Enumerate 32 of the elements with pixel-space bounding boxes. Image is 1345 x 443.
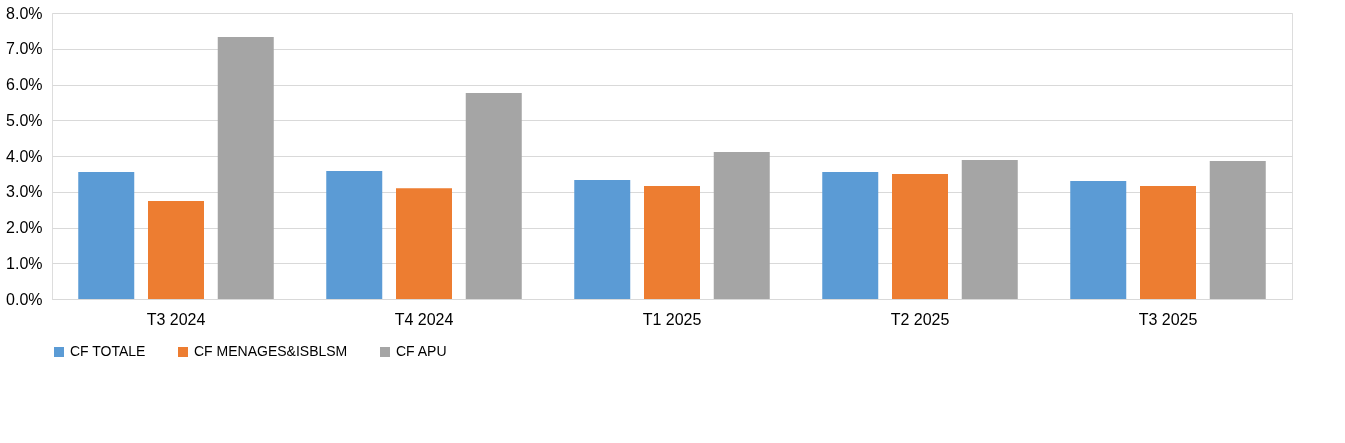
- bar: [644, 186, 700, 299]
- bar: [78, 172, 135, 299]
- y-tick-label: 5.0%: [6, 111, 43, 129]
- bar: [1070, 181, 1127, 299]
- bar: [574, 179, 631, 299]
- bar: [1209, 161, 1266, 299]
- x-tick-label: T4 2024: [394, 310, 454, 328]
- bar: [892, 173, 948, 299]
- bar: [396, 188, 452, 299]
- y-tick-label: 3.0%: [6, 183, 43, 201]
- y-tick-label: 1.0%: [6, 254, 43, 272]
- y-tick-label: 0.0%: [6, 290, 43, 308]
- y-tick-label: 2.0%: [6, 219, 43, 236]
- bar: [713, 152, 770, 299]
- x-tick-label: T1 2025: [642, 310, 702, 328]
- bar: [961, 159, 1018, 299]
- y-tick-label: 8.0%: [6, 4, 43, 22]
- bar: [217, 36, 274, 299]
- bar: [326, 171, 383, 299]
- legend-label: CF MENAGES&ISBLSM: [194, 343, 348, 359]
- legend-label: CF APU: [396, 343, 447, 359]
- bar: [465, 93, 522, 299]
- bar: [148, 201, 204, 299]
- bar: [1140, 186, 1196, 299]
- y-tick-label: 6.0%: [6, 76, 43, 93]
- y-tick-label: 7.0%: [6, 40, 43, 58]
- y-tick-label: 4.0%: [6, 147, 43, 165]
- legend-label: CF TOTALE: [70, 343, 146, 359]
- x-tick-label: T3 2025: [1138, 310, 1198, 328]
- x-tick-label: T2 2025: [890, 310, 950, 328]
- x-tick-label: T3 2024: [146, 310, 206, 328]
- bar: [822, 172, 879, 299]
